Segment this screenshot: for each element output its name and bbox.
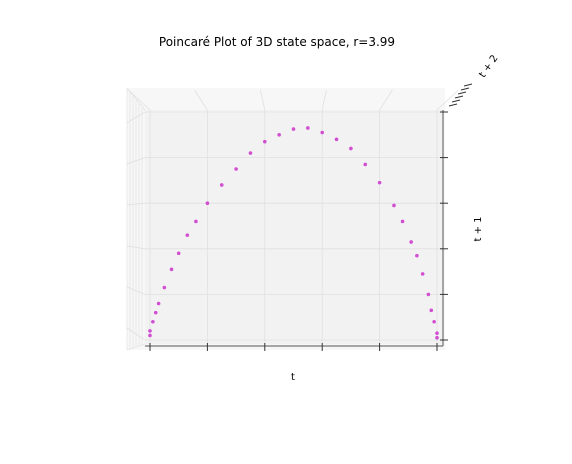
z-tick [451,99,461,103]
data-point [377,180,382,185]
data-point [432,319,436,324]
data-point [248,151,253,155]
grid-line-side [126,327,146,341]
data-point [151,319,155,324]
z-tick [454,95,464,99]
data-point [363,162,368,167]
grid-line-top [128,89,151,111]
data-point [429,308,434,313]
front-pane [145,110,443,344]
data-point [194,219,198,224]
data-point [162,285,167,290]
z-tick [457,91,467,95]
data-point [306,126,310,130]
z-tick [463,83,473,87]
data-point [426,292,431,297]
data-point [291,127,296,131]
axis-lines [145,110,444,347]
grid-line-side [126,286,146,295]
data-point [415,253,419,258]
data-point [153,310,158,315]
grid-line-side [126,202,146,206]
grid-line-top [436,89,459,111]
grid-line-top [260,89,266,111]
grid-lines [126,89,459,344]
grid-line-side [126,111,146,124]
data-point [277,133,281,137]
data-point [148,333,152,338]
grid-line-side [126,245,146,250]
axis-panes [126,87,445,351]
data-point [263,139,267,144]
data-point [234,167,238,171]
data-point [219,183,224,187]
data-point [392,203,396,208]
data-points [148,126,439,340]
data-point [176,251,181,256]
data-point [409,240,413,244]
data-point [420,272,425,276]
axis-ticks [149,83,473,351]
z-tick [460,87,470,91]
chart-title: Poincaré Plot of 3D state space, r=3.99 [159,35,395,49]
z-axis-label: t + 2 [477,53,500,80]
grid-line-top [321,89,327,111]
data-point [156,301,161,306]
data-point [205,201,210,205]
data-point [435,335,439,340]
data-point [148,329,152,333]
y-axis-label: t + 1 [473,216,484,241]
x-axis-label: t [291,372,295,383]
grid-line-side [126,157,146,165]
grid-line-top [379,89,393,111]
data-point [185,233,190,237]
data-point [400,219,405,224]
grid-line-top [194,89,208,111]
data-point [435,331,439,335]
z-tick [448,103,458,107]
data-point [334,137,339,142]
data-point [169,267,174,272]
data-point [320,130,325,135]
data-point [349,146,353,151]
